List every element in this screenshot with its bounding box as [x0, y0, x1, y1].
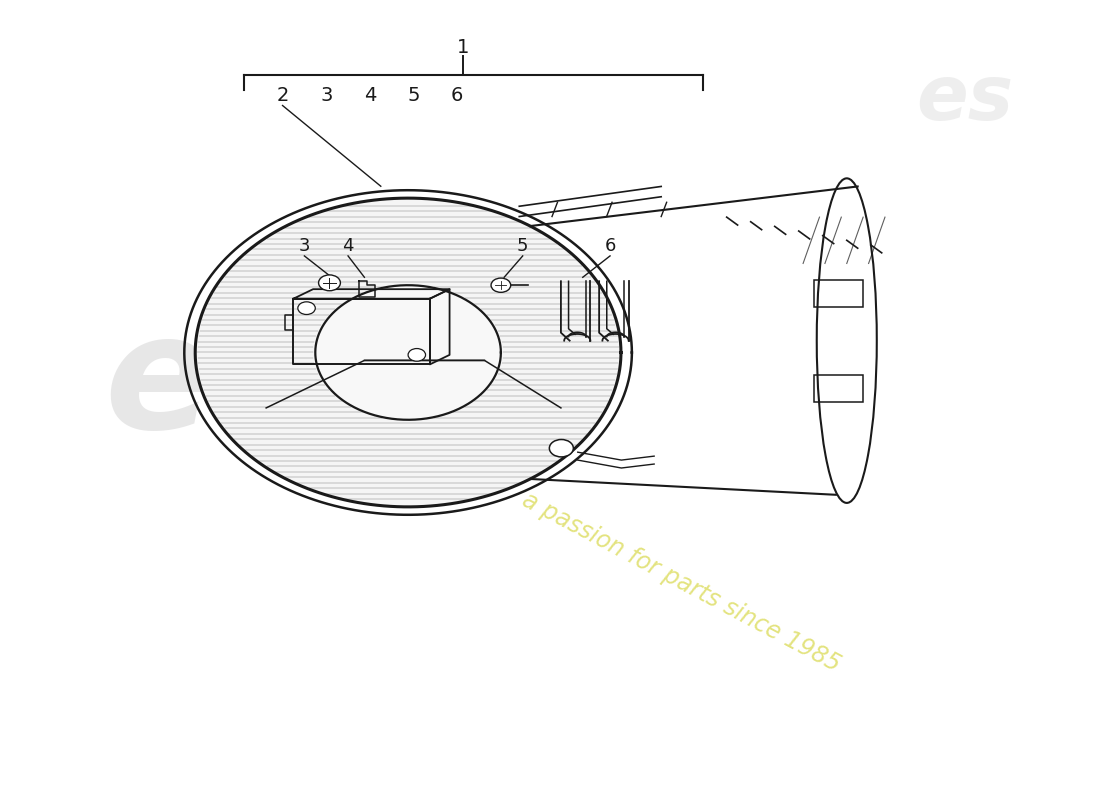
Bar: [814, 280, 864, 307]
Circle shape: [298, 302, 316, 314]
Bar: [814, 374, 864, 402]
Circle shape: [319, 275, 340, 290]
Text: 3: 3: [298, 237, 310, 254]
Circle shape: [549, 439, 573, 457]
Text: 5: 5: [517, 237, 528, 254]
Text: a passion for parts since 1985: a passion for parts since 1985: [518, 488, 844, 677]
Text: es: es: [916, 62, 1013, 136]
Text: 3: 3: [320, 86, 332, 105]
Text: 2: 2: [276, 86, 288, 105]
Text: 4: 4: [364, 86, 376, 105]
Text: 6: 6: [604, 237, 616, 254]
Text: 6: 6: [451, 86, 463, 105]
Text: 1: 1: [456, 38, 469, 58]
Text: euro: euro: [104, 306, 515, 462]
Circle shape: [491, 278, 510, 292]
Circle shape: [408, 349, 426, 362]
Polygon shape: [316, 286, 500, 420]
Text: 4: 4: [342, 237, 354, 254]
Text: 5: 5: [407, 86, 420, 105]
Polygon shape: [195, 198, 622, 507]
